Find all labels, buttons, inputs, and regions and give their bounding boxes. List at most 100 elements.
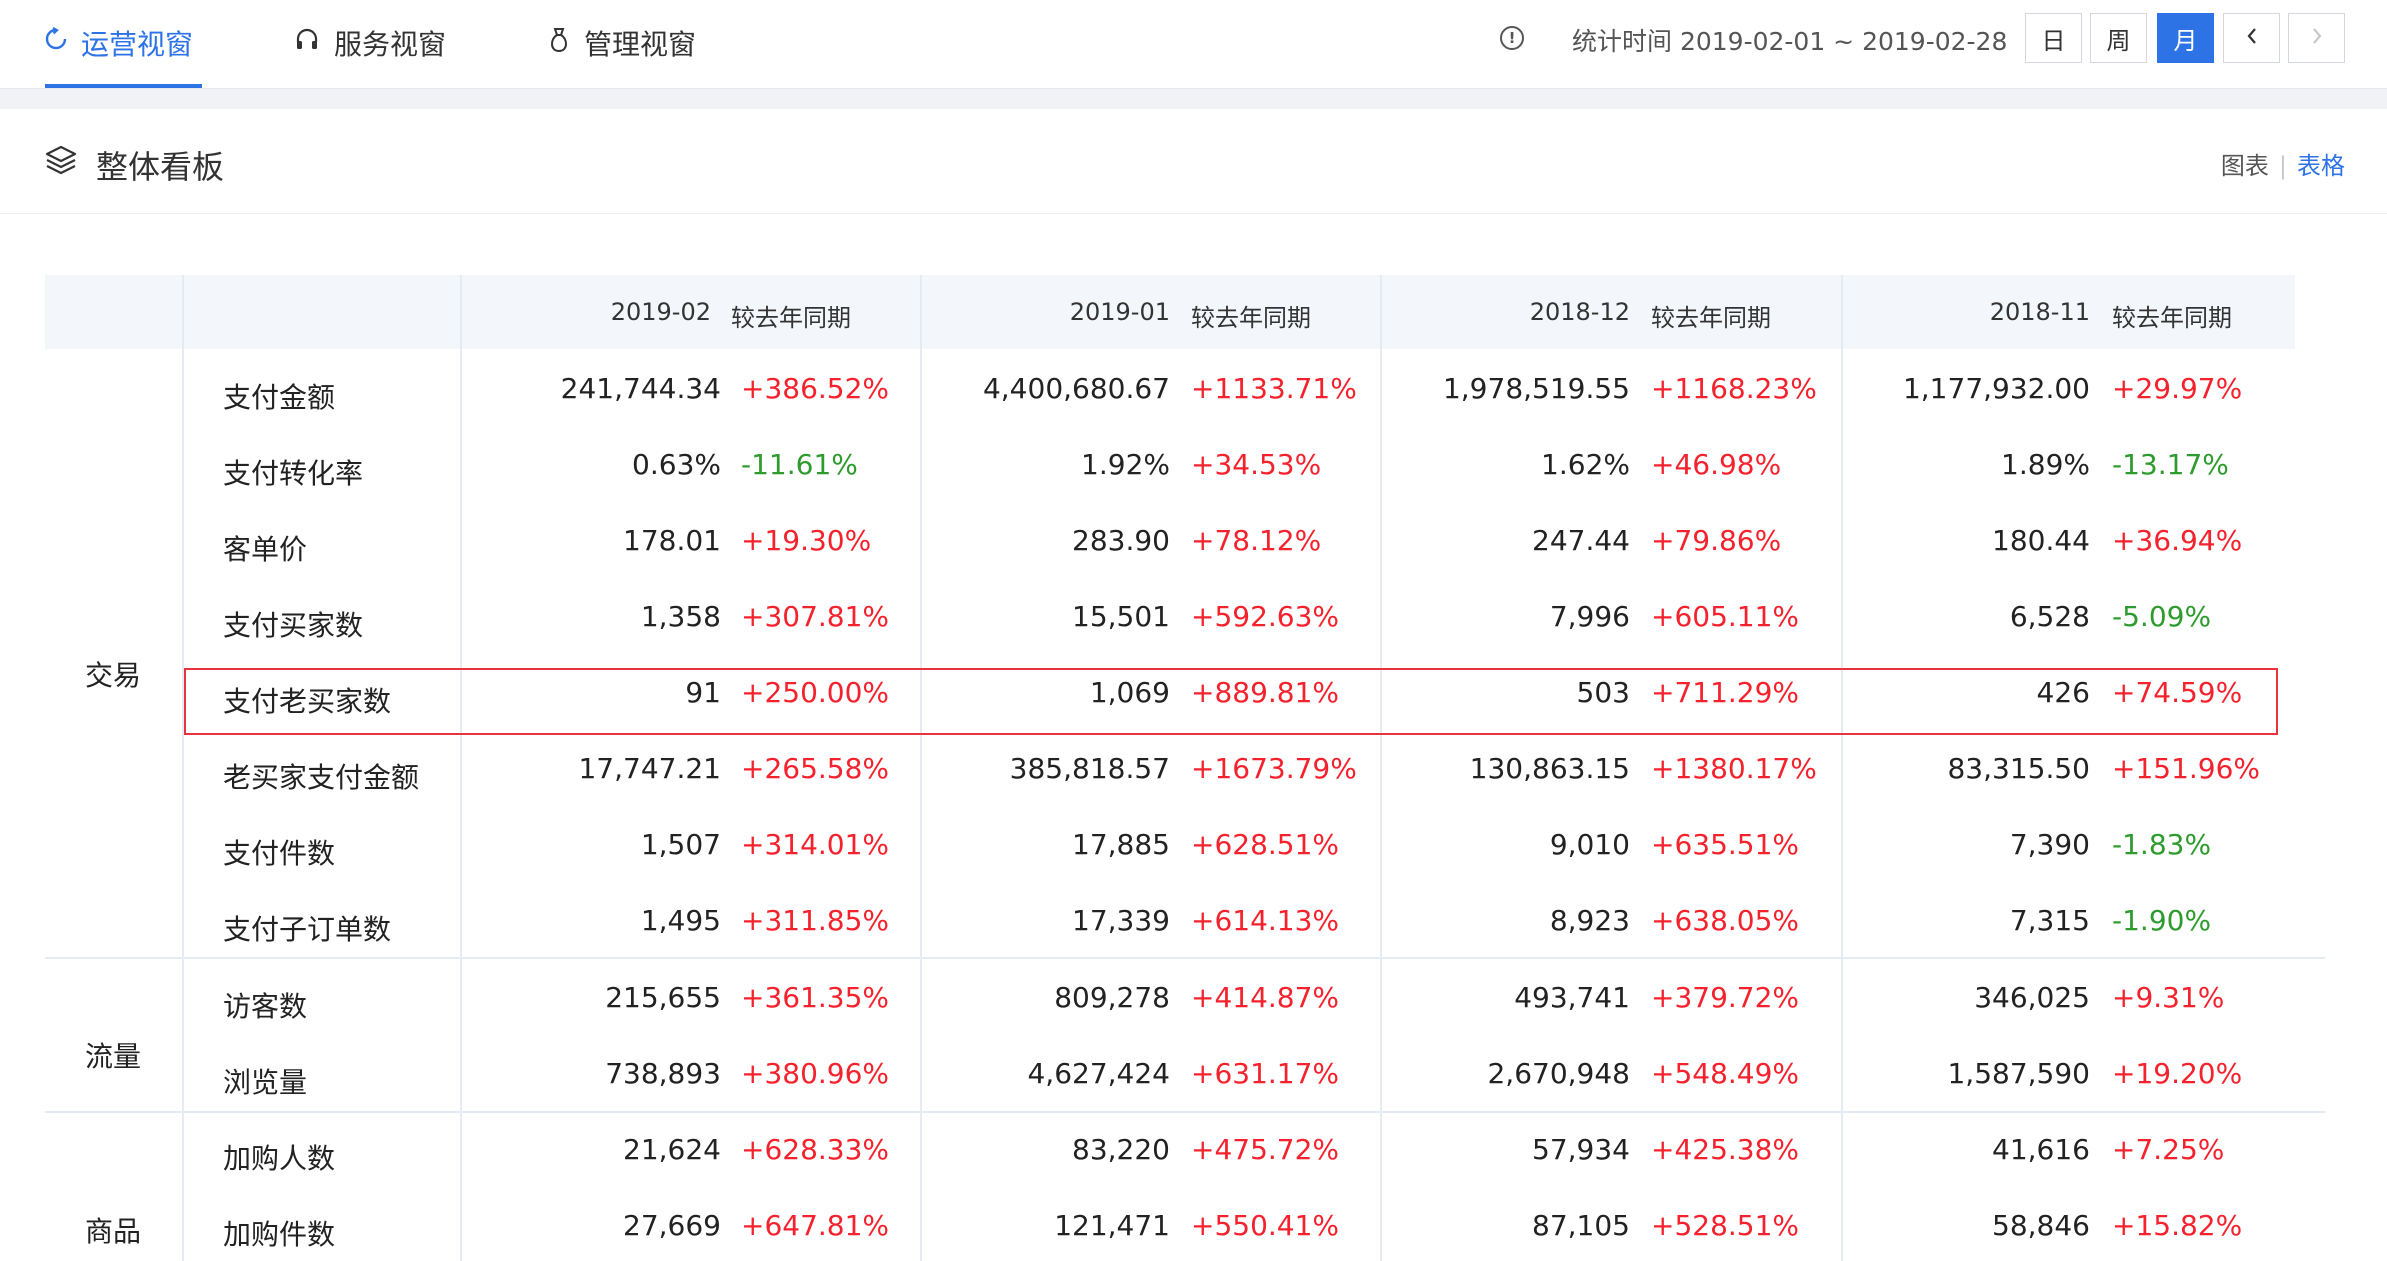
- tab-label: 服务视窗: [334, 28, 447, 61]
- change-value: +1133.71%: [1191, 372, 1357, 405]
- change-value: +528.51%: [1651, 1209, 1800, 1242]
- metric-value: 1.92%: [1081, 448, 1170, 481]
- change-value: +548.49%: [1651, 1057, 1800, 1090]
- panel-header: [0, 109, 2387, 214]
- change-value: +386.52%: [741, 372, 890, 405]
- metric-value: 21,624: [623, 1133, 721, 1166]
- tab-label: 管理视窗: [584, 28, 697, 61]
- metric-label: 浏览量: [223, 1066, 308, 1099]
- headset-icon: [294, 27, 320, 60]
- change-value: +9.31%: [2112, 981, 2225, 1014]
- metric-label: 支付买家数: [223, 609, 364, 642]
- change-value: +1380.17%: [1651, 752, 1817, 785]
- metric-value: 1,069: [1089, 676, 1170, 709]
- category-label: 交易: [85, 659, 142, 692]
- change-value: +311.85%: [741, 904, 890, 937]
- metric-value: 87,105: [1532, 1209, 1630, 1242]
- bag-icon: [548, 26, 570, 61]
- metric-label: 老买家支付金额: [223, 761, 420, 794]
- category-label: 流量: [85, 1040, 142, 1073]
- metric-value: 4,627,424: [1027, 1057, 1170, 1090]
- info-icon[interactable]: !: [1500, 26, 1524, 50]
- change-value: +605.11%: [1651, 600, 1800, 633]
- metric-label: 加购件数: [223, 1218, 336, 1251]
- change-value: +631.17%: [1191, 1057, 1340, 1090]
- change-value: +19.30%: [741, 524, 872, 557]
- table-header: [45, 275, 2295, 349]
- metric-value: 385,818.57: [1009, 752, 1170, 785]
- metric-value: 178.01: [623, 524, 721, 557]
- category-divider: [45, 957, 2325, 959]
- change-value: +79.86%: [1651, 524, 1782, 557]
- metric-value: 503: [1576, 676, 1630, 709]
- metric-value: 1,177,932.00: [1902, 372, 2090, 405]
- change-value: -1.90%: [2112, 904, 2212, 937]
- metric-value: 241,744.34: [560, 372, 721, 405]
- metric-value: 58,846: [1992, 1209, 2090, 1242]
- change-value: +361.35%: [741, 981, 890, 1014]
- category-divider: [45, 1111, 2325, 1113]
- metric-value: 15,501: [1072, 600, 1170, 633]
- change-value: +151.96%: [2112, 752, 2261, 785]
- metric-value: 1,358: [640, 600, 721, 633]
- column-divider: [920, 275, 922, 1261]
- metric-value: 17,747.21: [578, 752, 721, 785]
- change-value: +29.97%: [2112, 372, 2243, 405]
- metric-value: 1,587,590: [1947, 1057, 2090, 1090]
- period-month-button[interactable]: 月: [2157, 13, 2214, 63]
- change-value: +638.05%: [1651, 904, 1800, 937]
- loop-icon: [45, 26, 67, 60]
- metric-value: 1,507: [640, 828, 721, 861]
- table-view-link[interactable]: 表格: [2297, 152, 2345, 180]
- metric-value: 83,220: [1072, 1133, 1170, 1166]
- metric-value: 7,315: [2009, 904, 2090, 937]
- chart-view-link[interactable]: 图表: [2220, 152, 2269, 180]
- tab-management-view[interactable]: 管理视窗: [548, 18, 696, 68]
- metric-value: 7,390: [2009, 828, 2090, 861]
- next-period-button[interactable]: [2288, 13, 2345, 63]
- metric-value: 346,025: [1974, 981, 2090, 1014]
- metric-value: 8,923: [1549, 904, 1630, 937]
- column-divider: [1841, 275, 1843, 1261]
- change-value: -13.17%: [2112, 448, 2229, 481]
- metric-value: 9,010: [1549, 828, 1630, 861]
- metric-value: 1.62%: [1541, 448, 1630, 481]
- metric-value: 1,978,519.55: [1442, 372, 1630, 405]
- period-header: 2019-02: [610, 298, 711, 326]
- column-divider: [1380, 275, 1382, 1261]
- metric-value: 6,528: [2009, 600, 2090, 633]
- metric-value: 493,741: [1514, 981, 1630, 1014]
- metric-value: 809,278: [1054, 981, 1170, 1014]
- change-value: +314.01%: [741, 828, 890, 861]
- prev-period-button[interactable]: [2223, 13, 2280, 63]
- change-value: +614.13%: [1191, 904, 1340, 937]
- metric-value: 17,339: [1072, 904, 1170, 937]
- metric-value: 83,315.50: [1947, 752, 2090, 785]
- tab-service-view[interactable]: 服务视窗: [294, 18, 446, 68]
- change-value: +628.33%: [741, 1133, 890, 1166]
- metric-value: 1,495: [640, 904, 721, 937]
- metric-value: 41,616: [1992, 1133, 2090, 1166]
- metric-value: 0.63%: [632, 448, 721, 481]
- period-day-button[interactable]: 日: [2025, 13, 2082, 63]
- section-divider: [0, 89, 2387, 109]
- highlight-box: [184, 668, 2278, 735]
- metric-value: 7,996: [1549, 600, 1630, 633]
- chevron-right-icon: [2310, 24, 2324, 52]
- change-value: +7.25%: [2112, 1133, 2225, 1166]
- change-value: +475.72%: [1191, 1133, 1340, 1166]
- metric-value: 215,655: [605, 981, 721, 1014]
- compare-header: 较去年同期: [731, 304, 851, 332]
- period-week-button[interactable]: 周: [2090, 13, 2147, 63]
- period-header: 2018-11: [1989, 298, 2090, 326]
- change-value: -1.83%: [2112, 828, 2212, 861]
- change-value: +74.59%: [2112, 676, 2243, 709]
- tab-operations-view[interactable]: 运营视窗: [45, 18, 193, 68]
- change-value: +711.29%: [1651, 676, 1800, 709]
- metric-value: 738,893: [605, 1057, 721, 1090]
- change-value: +19.20%: [2112, 1057, 2243, 1090]
- panel-title: 整体看板: [96, 148, 225, 186]
- metric-label: 支付转化率: [223, 457, 364, 490]
- period-header: 2018-12: [1529, 298, 1630, 326]
- column-divider: [460, 275, 462, 1261]
